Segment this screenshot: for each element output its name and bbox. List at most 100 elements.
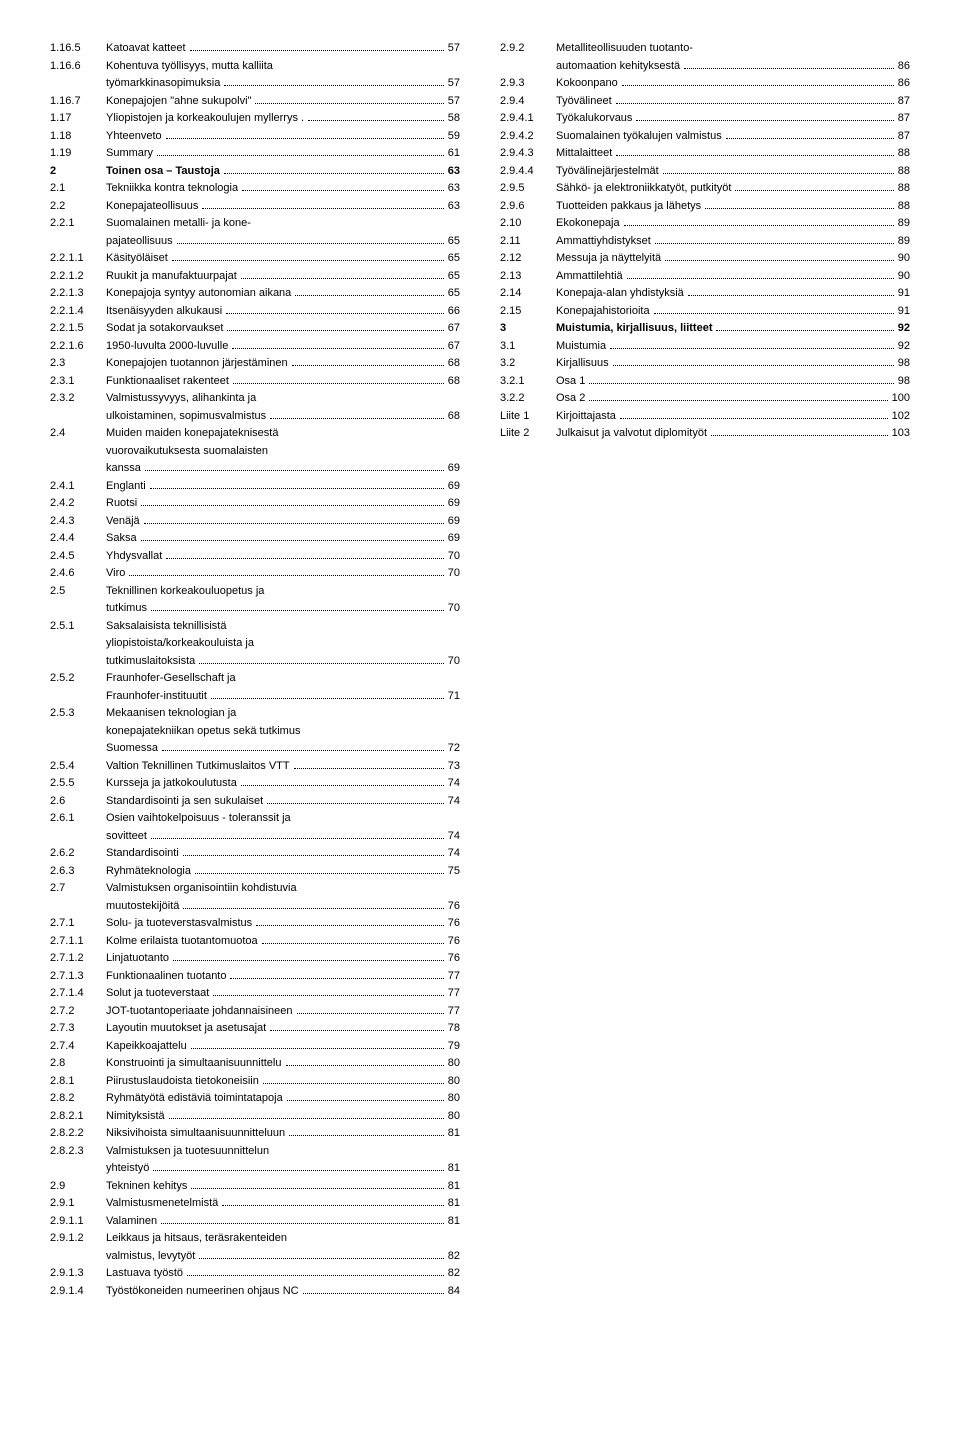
toc-label: Funktionaalinen tuotanto bbox=[106, 968, 226, 985]
toc-row: 1.17Yliopistojen ja korkeakoulujen mylle… bbox=[50, 110, 460, 127]
toc-dots bbox=[195, 873, 444, 874]
toc-number: 1.18 bbox=[50, 128, 106, 145]
toc-row: 2.7.1.2Linjatuotanto76 bbox=[50, 950, 460, 967]
toc-row: 1.16.7Konepajojen "ahne sukupolvi"57 bbox=[50, 93, 460, 110]
toc-page: 69 bbox=[448, 495, 460, 512]
toc-dots bbox=[191, 1048, 444, 1049]
toc-number: 2.2.1 bbox=[50, 215, 106, 232]
toc-page: 69 bbox=[448, 478, 460, 495]
toc-number: 2.9.4.4 bbox=[500, 163, 556, 180]
toc-number: 2.9.4.3 bbox=[500, 145, 556, 162]
toc-label-cont: vuorovaikutuksesta suomalaisten bbox=[106, 443, 268, 460]
toc-label: Metalliteollisuuden tuotanto- bbox=[556, 40, 693, 57]
toc-row: 2.2.1.3Konepajoja syntyy autonomian aika… bbox=[50, 285, 460, 302]
toc-label: Osien vaihtokelpoisuus - toleranssit ja bbox=[106, 810, 291, 827]
toc-number: 2.12 bbox=[500, 250, 556, 267]
toc-number: 2.4.1 bbox=[50, 478, 106, 495]
toc-row: Liite 1Kirjoittajasta102 bbox=[500, 408, 910, 425]
toc-column-right: 2.9.2Metalliteollisuuden tuotanto-automa… bbox=[500, 40, 910, 1300]
toc-page: 70 bbox=[448, 653, 460, 670]
toc-number: 2.7.2 bbox=[50, 1003, 106, 1020]
toc-dots bbox=[267, 803, 444, 804]
toc-page: 59 bbox=[448, 128, 460, 145]
toc-label: Konepajateollisuus bbox=[106, 198, 198, 215]
toc-page: 103 bbox=[892, 425, 910, 442]
toc-row: 3.2Kirjallisuus98 bbox=[500, 355, 910, 372]
toc-dots bbox=[241, 278, 444, 279]
toc-row-cont: vuorovaikutuksesta suomalaisten bbox=[50, 443, 460, 460]
toc-label: Ammattilehtiä bbox=[556, 268, 623, 285]
toc-number: 3 bbox=[500, 320, 556, 337]
toc-label: Valmistuksen ja tuotesuunnittelun bbox=[106, 1143, 269, 1160]
toc-number: 2.9 bbox=[50, 1178, 106, 1195]
toc-label: Työvälineet bbox=[556, 93, 612, 110]
toc-label: Solut ja tuoteverstaat bbox=[106, 985, 209, 1002]
toc-page: 61 bbox=[448, 145, 460, 162]
toc-number: 3.1 bbox=[500, 338, 556, 355]
toc-row: 2.9.5Sähkö- ja elektroniikkatyöt, putkit… bbox=[500, 180, 910, 197]
toc-dots bbox=[183, 855, 444, 856]
toc-row: 2.7.3Layoutin muutokset ja asetusajat78 bbox=[50, 1020, 460, 1037]
toc-dots bbox=[129, 575, 443, 576]
toc-page: 88 bbox=[898, 180, 910, 197]
toc-row: 2.8.2.3Valmistuksen ja tuotesuunnittelun bbox=[50, 1143, 460, 1160]
toc-page: 80 bbox=[448, 1108, 460, 1125]
toc-row-cont: tutkimus70 bbox=[50, 600, 460, 617]
toc-number: 2.2.1.4 bbox=[50, 303, 106, 320]
toc-row: 2.14Konepaja-alan yhdistyksiä91 bbox=[500, 285, 910, 302]
toc-label-cont: pajateollisuus bbox=[106, 233, 173, 250]
toc-dots bbox=[162, 750, 444, 751]
toc-number: 2.2.1.1 bbox=[50, 250, 106, 267]
toc-number: 2.9.1.3 bbox=[50, 1265, 106, 1282]
toc-label: Työkalukorvaus bbox=[556, 110, 632, 127]
toc-row: 2.4Muiden maiden konepajateknisestä bbox=[50, 425, 460, 442]
toc-number: 1.19 bbox=[50, 145, 106, 162]
toc-label: Konepajahistorioita bbox=[556, 303, 650, 320]
toc-page: 100 bbox=[892, 390, 910, 407]
toc-row: 3.1Muistumia92 bbox=[500, 338, 910, 355]
toc-page: 72 bbox=[448, 740, 460, 757]
toc-row: 2.6.1Osien vaihtokelpoisuus - toleranssi… bbox=[50, 810, 460, 827]
toc-page: 74 bbox=[448, 793, 460, 810]
toc-page: 63 bbox=[448, 198, 460, 215]
toc-row: 2.9Tekninen kehitys81 bbox=[50, 1178, 460, 1195]
toc-number: 2.9.4.2 bbox=[500, 128, 556, 145]
toc-dots bbox=[616, 103, 894, 104]
toc-row: 2.2.1Suomalainen metalli- ja kone- bbox=[50, 215, 460, 232]
toc-dots bbox=[144, 523, 444, 524]
toc-page: 67 bbox=[448, 320, 460, 337]
toc-page: 82 bbox=[448, 1265, 460, 1282]
toc-row: 2.2.1.5Sodat ja sotakorvaukset67 bbox=[50, 320, 460, 337]
toc-dots bbox=[308, 120, 444, 121]
toc-label: Yliopistojen ja korkeakoulujen myllerrys… bbox=[106, 110, 304, 127]
toc-page: 77 bbox=[448, 968, 460, 985]
toc-dots bbox=[716, 330, 893, 331]
toc-number: 2.9.1.1 bbox=[50, 1213, 106, 1230]
toc-label: Saksalaisista teknillisistä bbox=[106, 618, 226, 635]
toc-number: 2.2.1.3 bbox=[50, 285, 106, 302]
toc-page: 67 bbox=[448, 338, 460, 355]
toc-label: Konepaja-alan yhdistyksiä bbox=[556, 285, 684, 302]
toc-row-cont: valmistus, levytyöt82 bbox=[50, 1248, 460, 1265]
toc-dots bbox=[232, 348, 443, 349]
toc-page: 81 bbox=[448, 1195, 460, 1212]
toc-dots bbox=[620, 418, 888, 419]
toc-dots bbox=[141, 505, 444, 506]
toc-page: 58 bbox=[448, 110, 460, 127]
toc-label: Ekokonepaja bbox=[556, 215, 620, 232]
toc-number: 2.7.1 bbox=[50, 915, 106, 932]
toc-dots bbox=[665, 260, 894, 261]
toc-page: 76 bbox=[448, 898, 460, 915]
toc-label-cont: valmistus, levytyöt bbox=[106, 1248, 195, 1265]
toc-dots bbox=[233, 383, 444, 384]
toc-page: 77 bbox=[448, 1003, 460, 1020]
toc-dots bbox=[297, 1013, 444, 1014]
toc-row-cont: muutostekijöitä76 bbox=[50, 898, 460, 915]
toc-dots bbox=[735, 190, 893, 191]
toc-number: 2.5.5 bbox=[50, 775, 106, 792]
toc-number: 2.1 bbox=[50, 180, 106, 197]
toc-label: Kirjoittajasta bbox=[556, 408, 616, 425]
toc-number: 3.2.2 bbox=[500, 390, 556, 407]
toc-number: 2.13 bbox=[500, 268, 556, 285]
toc-page: 90 bbox=[898, 250, 910, 267]
